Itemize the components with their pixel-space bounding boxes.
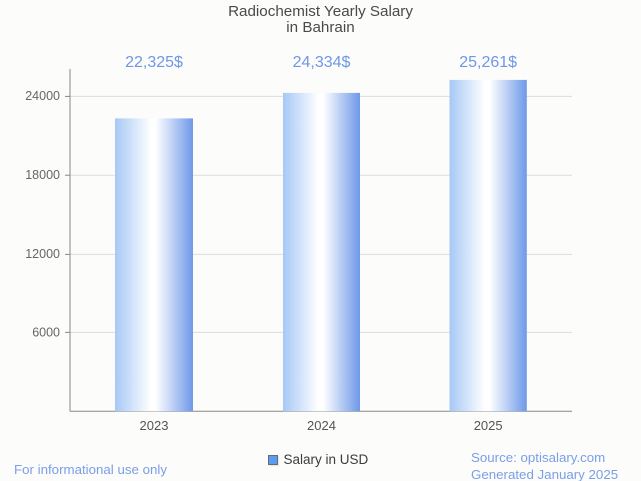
svg-text:25,261$: 25,261$ — [459, 54, 517, 71]
svg-text:12000: 12000 — [25, 247, 60, 261]
svg-text:2023: 2023 — [140, 418, 169, 433]
svg-text:2025: 2025 — [474, 418, 503, 433]
svg-text:18000: 18000 — [25, 168, 60, 182]
svg-text:24,334$: 24,334$ — [293, 54, 351, 71]
svg-text:6000: 6000 — [32, 326, 60, 340]
svg-text:22,325$: 22,325$ — [125, 54, 183, 71]
svg-text:2024: 2024 — [307, 418, 336, 433]
svg-text:24000: 24000 — [25, 89, 60, 103]
